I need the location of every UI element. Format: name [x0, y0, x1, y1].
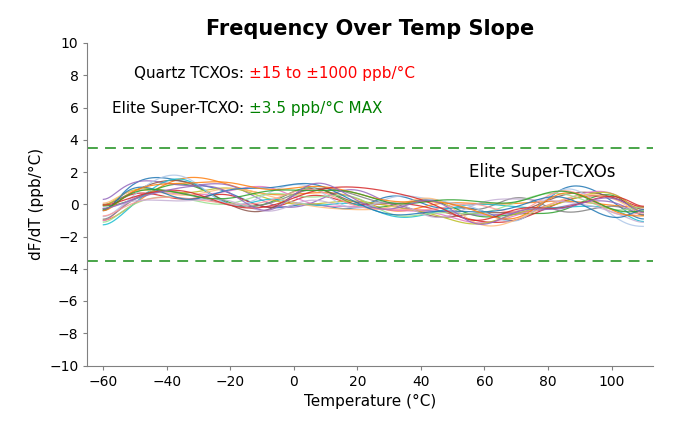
Text: ±3.5 ppb/°C MAX: ±3.5 ppb/°C MAX [248, 101, 382, 116]
Text: ±15 to ±1000 ppb/°C: ±15 to ±1000 ppb/°C [248, 65, 415, 80]
Text: Elite Super-TCXO:: Elite Super-TCXO: [112, 101, 248, 116]
Y-axis label: dF/dT (ppb/°C): dF/dT (ppb/°C) [29, 148, 44, 260]
Title: Frequency Over Temp Slope: Frequency Over Temp Slope [206, 18, 534, 39]
Text: Elite Super-TCXOs: Elite Super-TCXOs [468, 163, 615, 181]
Text: Quartz TCXOs:: Quartz TCXOs: [134, 65, 248, 80]
X-axis label: Temperature (°C): Temperature (°C) [304, 394, 436, 409]
